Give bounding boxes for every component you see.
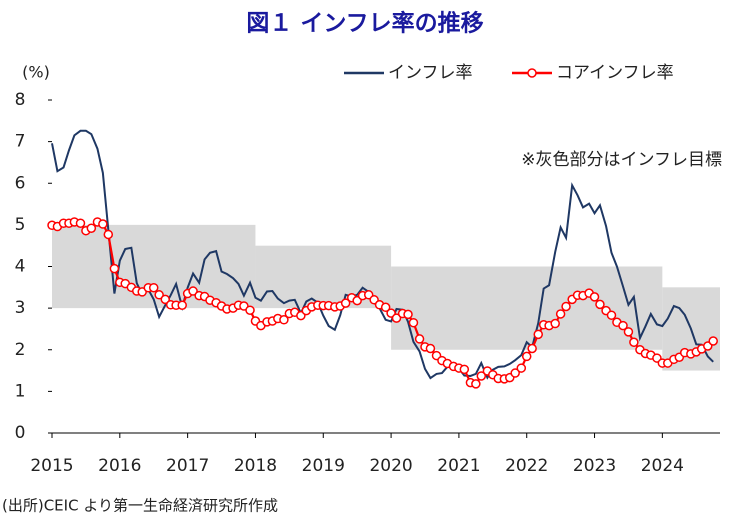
y-tick-label: 4 xyxy=(15,257,26,277)
marker xyxy=(459,364,470,375)
marker xyxy=(589,292,600,302)
legend-marker xyxy=(527,68,537,78)
y-tick-label: 6 xyxy=(15,173,26,193)
marker xyxy=(75,218,86,228)
marker xyxy=(561,301,571,312)
marker xyxy=(476,371,487,381)
source-note: (出所)CEIC より第一生命経済研究所作成 xyxy=(2,497,278,515)
marker xyxy=(160,294,171,305)
annotation: ※灰色部分はインフレ目標 xyxy=(521,150,722,170)
marker xyxy=(340,298,351,308)
x-tick-label: 2016 xyxy=(98,456,141,476)
marker xyxy=(154,290,164,300)
marker xyxy=(148,282,159,293)
y-axis-label: (%) xyxy=(22,63,50,82)
plot-area: 0 1 2 3 4 5 6 7 8 2015 2016 2017 2018 2019 2020 2021 202… xyxy=(15,63,720,476)
x-tick-label: 2021 xyxy=(437,456,480,476)
marker xyxy=(510,368,520,378)
marker xyxy=(550,318,560,329)
y-tick-label: 7 xyxy=(15,132,26,152)
marker xyxy=(279,315,289,325)
target-band xyxy=(391,266,663,350)
marker xyxy=(533,329,543,340)
marker xyxy=(86,223,97,233)
x-tick-label: 2022 xyxy=(505,456,548,476)
y-tick-label: 2 xyxy=(15,340,26,360)
marker xyxy=(516,363,527,373)
marker xyxy=(109,263,120,274)
x-tick-label: 2023 xyxy=(573,456,616,476)
y-tick-label: 5 xyxy=(15,215,26,235)
marker xyxy=(629,337,639,348)
marker xyxy=(408,317,419,328)
marker xyxy=(98,219,108,229)
marker xyxy=(425,343,436,354)
marker xyxy=(403,309,413,320)
x-tick-label: 2019 xyxy=(302,456,345,476)
y-tick-label: 0 xyxy=(15,423,26,443)
legend-label: インフレ率 xyxy=(388,63,473,83)
marker xyxy=(245,305,255,315)
marker xyxy=(708,336,718,346)
x-tick-label: 2015 xyxy=(30,456,73,476)
series-line xyxy=(51,129,714,380)
marker xyxy=(177,300,187,310)
chart-title: 図１ インフレ率の推移 xyxy=(246,10,483,37)
marker xyxy=(527,343,537,354)
marker xyxy=(595,299,605,310)
marker xyxy=(414,334,425,344)
marker xyxy=(380,302,391,313)
target-band xyxy=(52,224,256,309)
y-tick-label: 1 xyxy=(15,381,26,401)
marker xyxy=(521,351,532,362)
marker xyxy=(555,309,566,319)
x-tick-label: 2018 xyxy=(234,456,277,476)
marker xyxy=(623,327,634,337)
marker xyxy=(391,313,402,323)
marker xyxy=(471,379,481,389)
x-tick-label: 2017 xyxy=(166,456,209,476)
marker xyxy=(188,286,198,296)
x-tick-label: 2020 xyxy=(369,456,412,476)
x-tick-label: 2024 xyxy=(641,456,684,476)
y-tick-label: 3 xyxy=(15,298,26,318)
y-tick-label: 8 xyxy=(15,90,26,110)
marker xyxy=(103,229,114,240)
marker xyxy=(618,320,628,331)
marker xyxy=(606,310,617,320)
legend-label: コアインフレ率 xyxy=(556,63,674,83)
